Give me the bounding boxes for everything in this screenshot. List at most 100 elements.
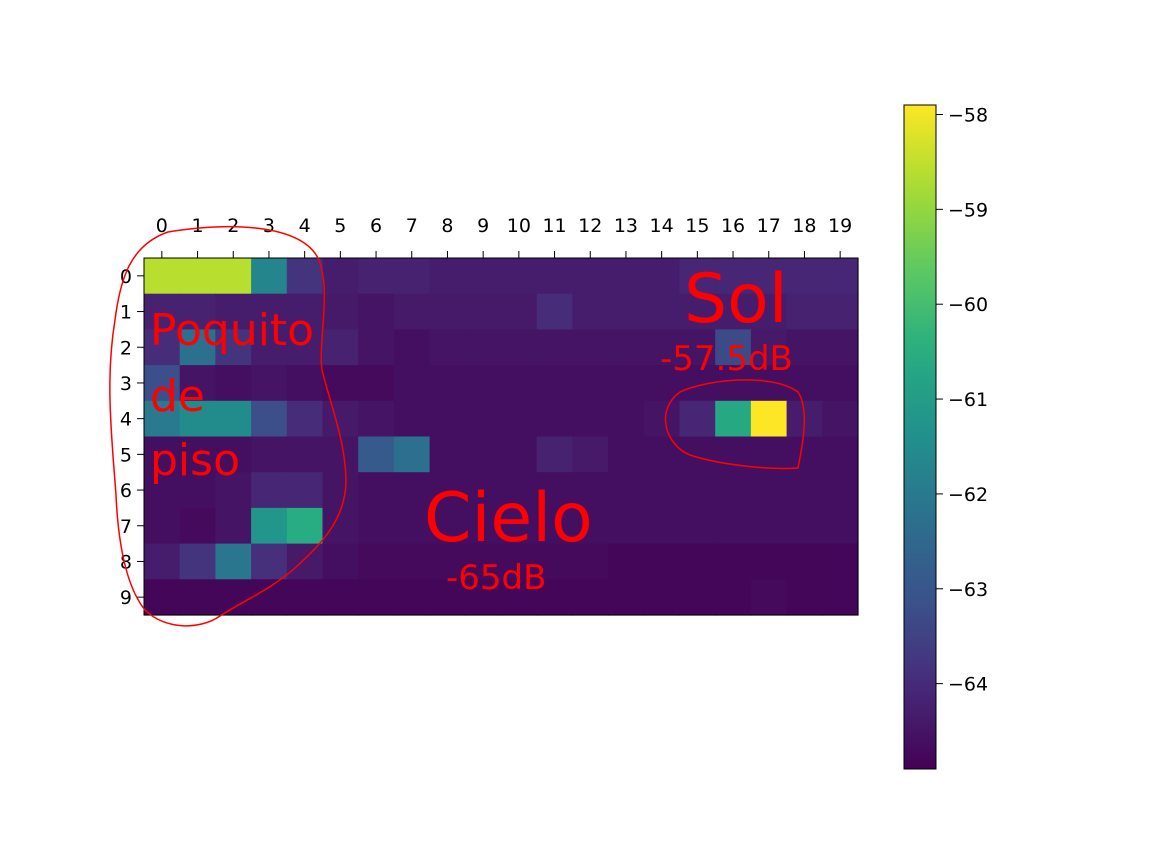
heatmap-cell bbox=[501, 436, 538, 473]
heatmap-cell bbox=[179, 258, 216, 295]
heatmap-cell bbox=[322, 365, 359, 402]
floor-label-line-2: de bbox=[150, 371, 205, 422]
heatmap-cell bbox=[251, 329, 288, 366]
floor-label-line-3: piso bbox=[150, 435, 240, 486]
heatmap-cell bbox=[608, 293, 645, 330]
floor-annotation: Poquito de piso bbox=[150, 305, 314, 486]
heatmap-cell bbox=[251, 579, 288, 616]
heatmap-cell bbox=[643, 258, 681, 295]
heatmap-cell bbox=[251, 293, 288, 330]
heatmap-cell bbox=[393, 293, 431, 330]
y-tick-label: 3 bbox=[120, 373, 132, 395]
heatmap-cell bbox=[679, 400, 716, 438]
heatmap-cell bbox=[358, 543, 395, 580]
heatmap-cell bbox=[572, 436, 609, 473]
heatmap-cell bbox=[322, 436, 359, 473]
heatmap-cell bbox=[179, 329, 216, 366]
heatmap-cell bbox=[179, 293, 216, 330]
x-tick-label: 18 bbox=[792, 215, 816, 237]
heatmap-cell bbox=[715, 507, 752, 545]
heatmap-cell bbox=[358, 258, 395, 295]
x-tick-label: 15 bbox=[685, 215, 709, 237]
heatmap-cells bbox=[144, 258, 859, 616]
heatmap-cell bbox=[144, 472, 181, 509]
heatmap-cell bbox=[786, 507, 823, 545]
heatmap-cell bbox=[144, 436, 181, 473]
heatmap-cell bbox=[501, 543, 538, 580]
heatmap-cell bbox=[715, 579, 752, 616]
heatmap-cell bbox=[179, 436, 216, 473]
heatmap-cell bbox=[429, 258, 466, 295]
heatmap-cell bbox=[822, 579, 859, 616]
heatmap-cell bbox=[501, 258, 538, 295]
heatmap-cell bbox=[215, 258, 252, 295]
heatmap-cell bbox=[144, 293, 181, 330]
heatmap-cell bbox=[465, 436, 502, 473]
heatmap-cell bbox=[572, 472, 609, 509]
heatmap-cell bbox=[822, 472, 859, 509]
heatmap-cell bbox=[286, 400, 324, 438]
heatmap-cell bbox=[429, 472, 466, 509]
heatmap-cell bbox=[251, 365, 288, 402]
y-tick-label: 2 bbox=[120, 337, 132, 359]
heatmap-cell bbox=[750, 472, 788, 509]
heatmap-cell bbox=[786, 579, 823, 616]
x-tick-label: 14 bbox=[650, 215, 674, 237]
x-tick-label: 1 bbox=[192, 215, 204, 237]
heatmap-cell bbox=[572, 293, 609, 330]
x-tick-label: 3 bbox=[263, 215, 275, 237]
heatmap-cell bbox=[608, 329, 645, 366]
heatmap-cell bbox=[358, 293, 395, 330]
heatmap-cell bbox=[679, 507, 716, 545]
y-tick-label: 7 bbox=[120, 516, 132, 538]
heatmap-cell bbox=[393, 400, 431, 438]
heatmap-cell bbox=[679, 329, 716, 366]
sun-outline bbox=[664, 379, 806, 470]
heatmap-cell bbox=[358, 436, 395, 473]
sun-title: Sol bbox=[684, 260, 788, 339]
heatmap-cell bbox=[750, 365, 788, 402]
x-tick-label: 11 bbox=[542, 215, 566, 237]
heatmap-cell bbox=[786, 258, 823, 295]
heatmap-cell bbox=[572, 400, 609, 438]
heatmap-cell bbox=[536, 472, 573, 509]
heatmap-cell bbox=[786, 543, 823, 580]
heatmap-cell bbox=[786, 365, 823, 402]
heatmap-cell bbox=[679, 472, 716, 509]
heatmap-cell bbox=[393, 543, 431, 580]
heatmap-cell bbox=[465, 579, 502, 616]
heatmap-cell bbox=[643, 543, 681, 580]
heatmap-cell bbox=[786, 436, 823, 473]
floor-label-line-1: Poquito bbox=[150, 305, 314, 356]
heatmap-cell bbox=[286, 365, 324, 402]
heatmap-cell bbox=[750, 293, 788, 330]
heatmap-cell bbox=[536, 579, 573, 616]
heatmap-cell bbox=[715, 436, 752, 473]
heatmap-cell bbox=[393, 258, 431, 295]
heatmap-cell bbox=[179, 507, 216, 545]
heatmap-cell bbox=[750, 543, 788, 580]
colorbar-tick-label: −60 bbox=[948, 294, 988, 316]
x-tick-label: 0 bbox=[156, 215, 168, 237]
sun-value: -57.5dB bbox=[660, 339, 793, 379]
heatmap-cell bbox=[608, 507, 645, 545]
heatmap-cell bbox=[608, 258, 645, 295]
heatmap-cell bbox=[822, 293, 859, 330]
heatmap-cell bbox=[679, 543, 716, 580]
heatmap-cell bbox=[679, 258, 716, 295]
heatmap-cell bbox=[393, 365, 431, 402]
heatmap-cell bbox=[358, 329, 395, 366]
heatmap-cell bbox=[822, 543, 859, 580]
colorbar-tick-label: −63 bbox=[948, 579, 988, 601]
x-tick-label: 4 bbox=[299, 215, 311, 237]
heatmap-cell bbox=[786, 293, 823, 330]
heatmap-cell bbox=[286, 543, 324, 580]
heatmap-cell bbox=[215, 436, 252, 473]
heatmap-cell bbox=[786, 329, 823, 366]
heatmap-cell bbox=[643, 400, 681, 438]
heatmap-cell bbox=[286, 329, 324, 366]
heatmap-cell bbox=[822, 365, 859, 402]
heatmap-cell bbox=[144, 258, 181, 295]
heatmap-cell bbox=[536, 543, 573, 580]
heatmap-cell bbox=[322, 579, 359, 616]
